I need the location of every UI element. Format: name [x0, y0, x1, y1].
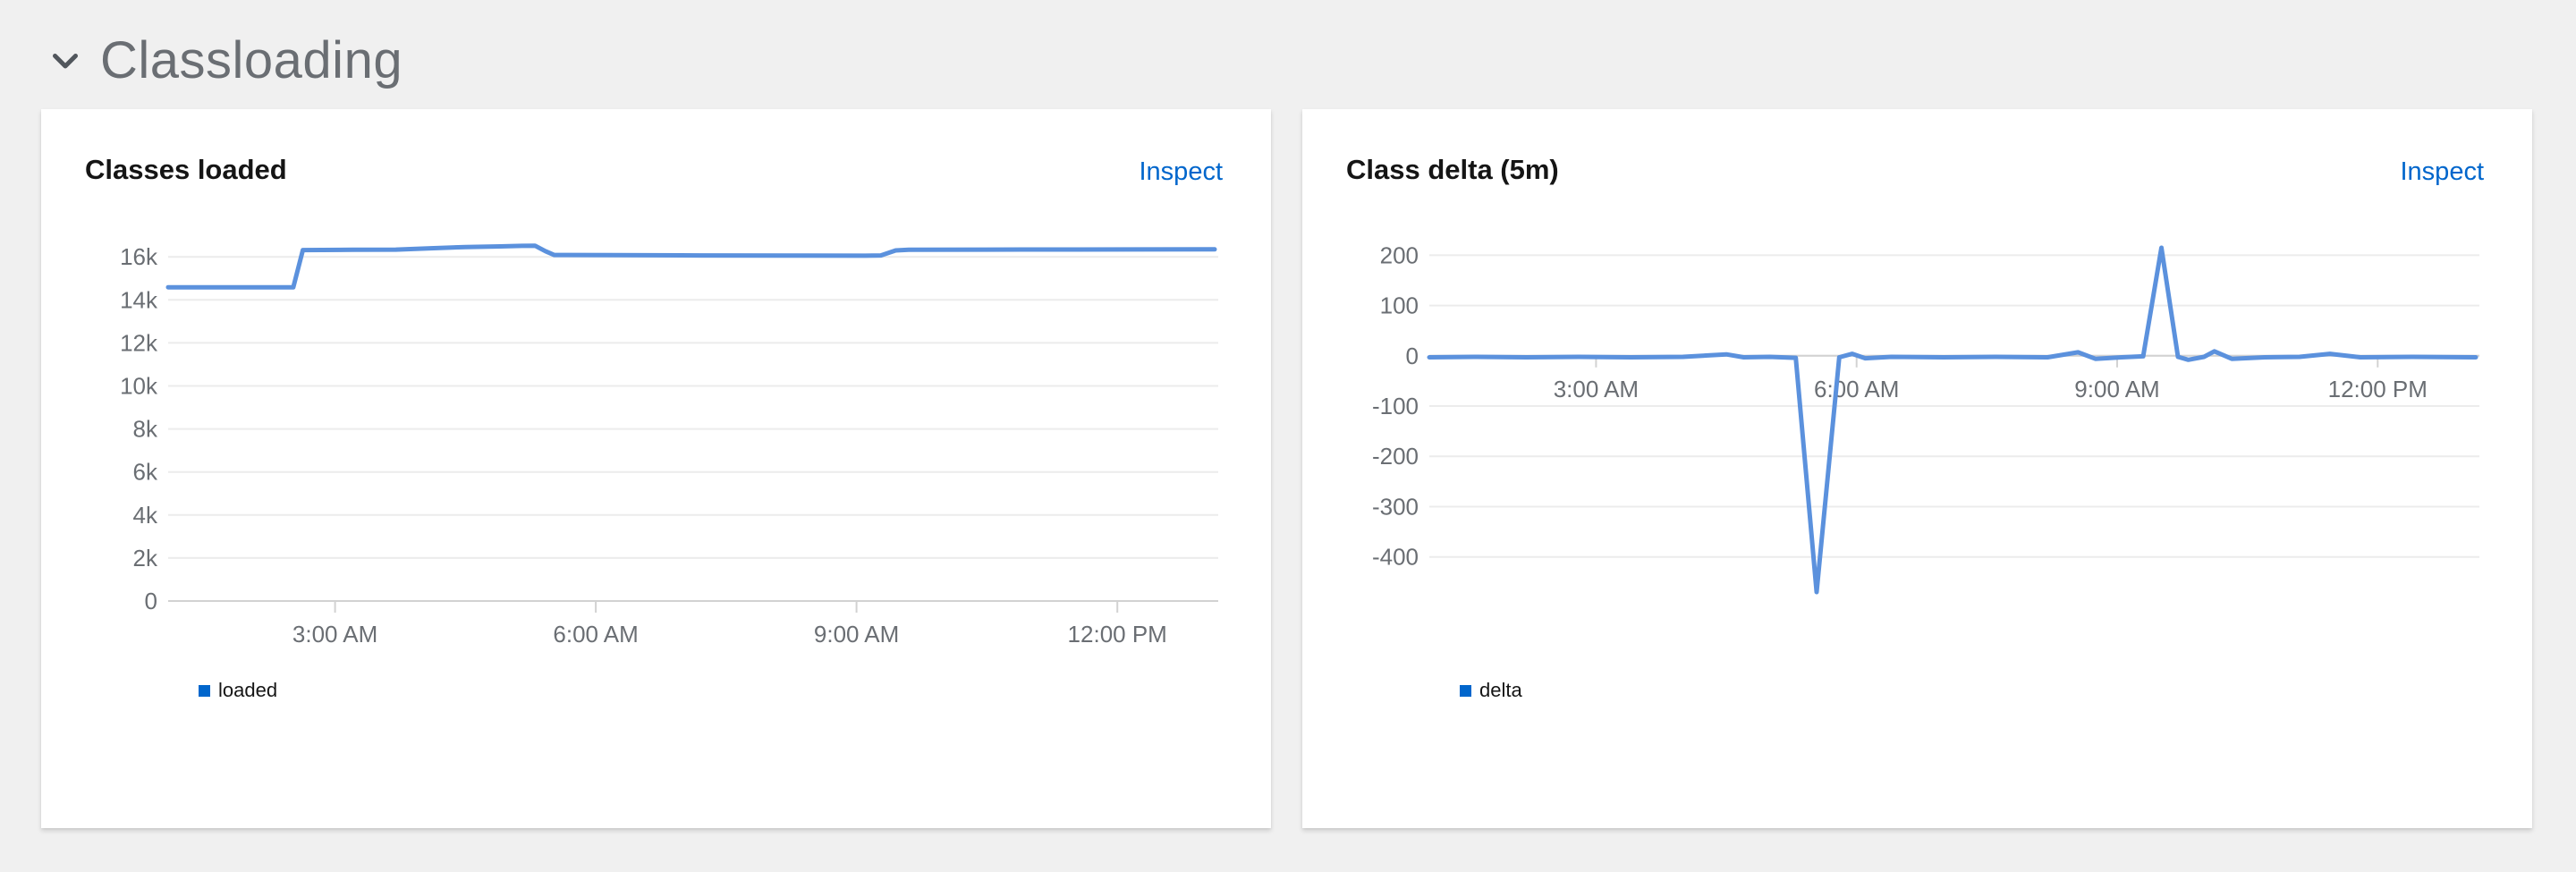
x-tick-label: 3:00 AM [292, 621, 377, 648]
y-tick-label: 6k [133, 459, 158, 486]
y-tick-label: 0 [145, 588, 157, 614]
legend-label: delta [1479, 679, 1522, 701]
x-tick-label: 9:00 AM [2074, 376, 2159, 402]
y-tick-label: -100 [1372, 393, 1419, 419]
y-tick-label: -400 [1372, 544, 1419, 571]
legend-swatch [199, 684, 210, 697]
y-tick-label: -300 [1372, 494, 1419, 521]
panel-title: Classes loaded [85, 154, 287, 185]
classes-loaded-chart[interactable]: 0 2k 4k 6k 8k 10k 12k 14k 16k 3:00 AM 6:00 AM 9:00 … [41, 109, 1271, 828]
inspect-link[interactable]: Inspect [1139, 157, 1224, 186]
inspect-link[interactable]: Inspect [2400, 157, 2485, 186]
y-tick-label: 16k [120, 243, 158, 270]
series-line-delta [1427, 245, 2479, 595]
legend-swatch [1460, 684, 1471, 697]
x-tick-label: 9:00 AM [814, 621, 899, 648]
legend-item-delta[interactable]: delta [1460, 681, 1522, 700]
y-tick-label: 14k [120, 286, 158, 313]
y-tick-label: 12k [120, 329, 158, 356]
legend-item-loaded[interactable]: loaded [199, 681, 277, 700]
y-tick-label: 4k [133, 502, 158, 529]
x-tick-label: 12:00 PM [1068, 621, 1167, 648]
x-tick-label: 6:00 AM [1814, 376, 1899, 402]
y-tick-label: 200 [1380, 241, 1419, 268]
section-toggle-classloading[interactable]: Classloading [52, 32, 402, 89]
y-tick-label: 2k [133, 545, 158, 571]
legend-label: loaded [218, 679, 278, 701]
class-delta-chart[interactable]: 200 100 0 -100 -200 -300 -400 3:00 AM 6:00 AM 9:0… [1302, 109, 2532, 828]
series-line-loaded [165, 243, 1217, 290]
x-tick-label: 6:00 AM [553, 621, 638, 648]
chevron-down-icon[interactable] [52, 53, 79, 70]
panel-classes-loaded: Classes loaded Inspect 0 2k 4k 6k 8k 10k 12k 14… [41, 109, 1271, 828]
y-tick-label: 100 [1380, 292, 1419, 319]
y-tick-label: -200 [1372, 443, 1419, 470]
y-tick-label: 10k [120, 373, 158, 400]
y-tick-label: 0 [1406, 343, 1419, 369]
section-title: Classloading [100, 31, 403, 89]
x-tick-label: 3:00 AM [1554, 376, 1639, 402]
x-tick-label: 12:00 PM [2328, 376, 2428, 402]
panel-class-delta: Class delta (5m) Inspect 200 100 0 -100 -200… [1302, 109, 2532, 828]
panel-title: Class delta (5m) [1346, 154, 1559, 185]
y-tick-label: 8k [133, 416, 158, 443]
